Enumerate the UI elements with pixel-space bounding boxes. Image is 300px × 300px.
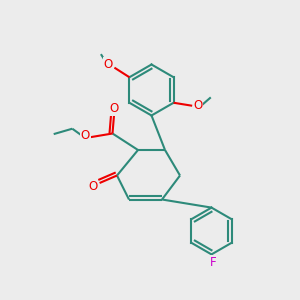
Text: F: F <box>210 256 216 269</box>
Text: O: O <box>110 102 118 116</box>
Text: O: O <box>194 99 203 112</box>
Text: O: O <box>104 58 113 70</box>
Text: O: O <box>88 179 98 193</box>
Text: O: O <box>81 129 90 142</box>
